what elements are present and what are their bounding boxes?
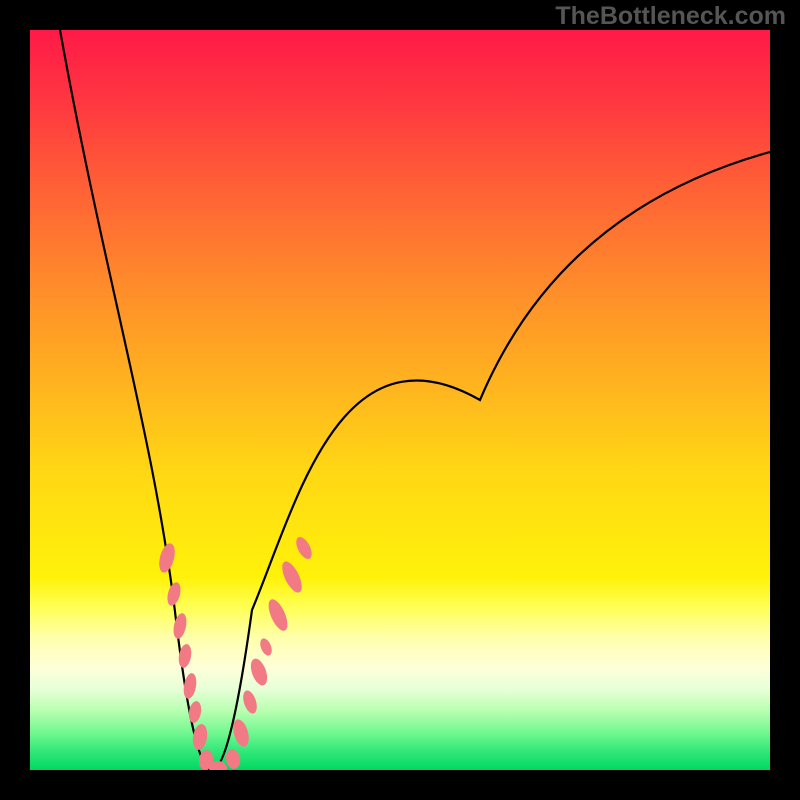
plot-background	[30, 30, 770, 770]
chart-root: { "canvas": { "width": 800, "height": 80…	[0, 0, 800, 800]
chart-svg	[0, 0, 800, 800]
data-dot	[209, 761, 227, 775]
